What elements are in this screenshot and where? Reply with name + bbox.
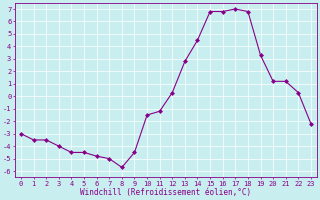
X-axis label: Windchill (Refroidissement éolien,°C): Windchill (Refroidissement éolien,°C)	[80, 188, 252, 197]
